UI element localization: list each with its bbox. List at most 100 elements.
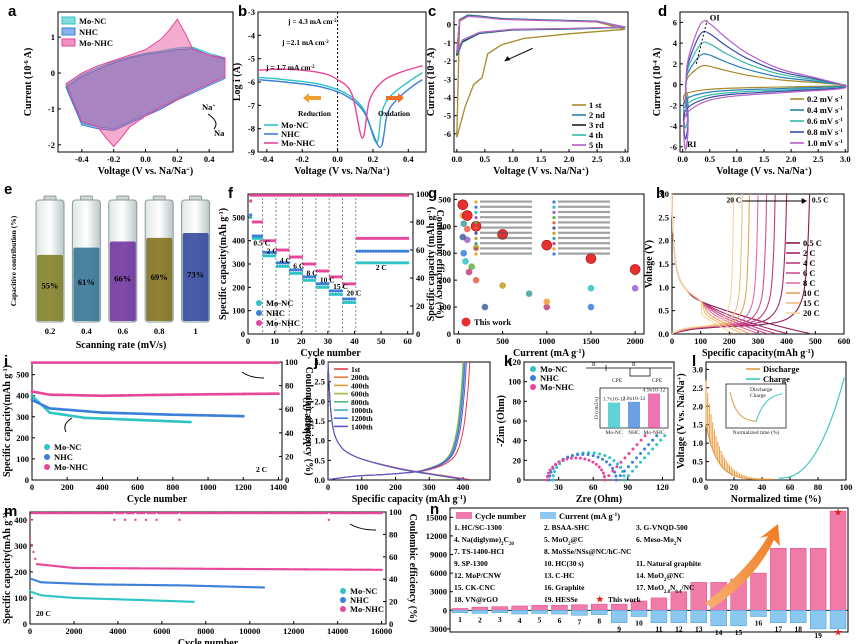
capacity-point bbox=[220, 567, 223, 571]
capacity-point bbox=[236, 567, 239, 571]
capacity-point bbox=[195, 584, 199, 587]
capacity-point bbox=[317, 568, 320, 571]
capacity-point bbox=[290, 568, 294, 571]
capacity-point bbox=[192, 584, 195, 587]
capacity-point bbox=[229, 585, 232, 588]
capacity-point bbox=[294, 568, 297, 571]
y-tick-label: 15000 bbox=[426, 512, 447, 522]
capacity-point bbox=[229, 567, 232, 571]
capacity-point bbox=[185, 584, 188, 587]
capacity-point bbox=[270, 239, 274, 243]
peak-label-oi: OI bbox=[710, 12, 721, 22]
panel-c: 0.0 0.5 1.0 1.5 2.0 2.5 3.0 -6 -5 -4 -3 -2 -1 0 Voltag… bbox=[426, 3, 631, 177]
eis-point bbox=[547, 478, 551, 482]
capacity-point bbox=[278, 568, 281, 571]
capacity-point bbox=[44, 594, 48, 597]
capacity-point bbox=[236, 585, 239, 589]
ce-point bbox=[229, 511, 232, 515]
ce-point bbox=[113, 518, 116, 522]
ce-point bbox=[97, 511, 100, 515]
discharge-curve bbox=[671, 193, 787, 335]
current-bar bbox=[451, 610, 469, 614]
capacity-point bbox=[74, 566, 77, 570]
capacity-point bbox=[58, 565, 62, 568]
ce-point bbox=[331, 193, 335, 197]
x-tick-label: 0.0 bbox=[451, 154, 462, 164]
eis-point bbox=[554, 462, 558, 466]
bar-number-label: 7 bbox=[577, 617, 581, 626]
current-bar bbox=[591, 610, 608, 615]
y-tick-label: 200 bbox=[438, 275, 451, 285]
reference-point bbox=[543, 298, 551, 305]
bar-value-label: 55% bbox=[42, 280, 59, 290]
ce-point bbox=[197, 511, 200, 515]
capacity-point bbox=[255, 567, 258, 571]
current-bar bbox=[630, 610, 648, 617]
ce-point bbox=[32, 511, 35, 515]
this-work-point bbox=[585, 253, 597, 264]
capacity-point bbox=[176, 600, 179, 603]
capacity-point bbox=[213, 567, 216, 571]
capacity-point bbox=[277, 392, 280, 396]
ce-point bbox=[311, 511, 315, 515]
ce-point bbox=[384, 193, 388, 197]
capacity-point bbox=[366, 261, 370, 265]
capacity-point bbox=[326, 269, 330, 273]
ce-point bbox=[248, 511, 251, 515]
capacity-point bbox=[271, 567, 274, 571]
capacity-point bbox=[292, 568, 295, 571]
capacity-point bbox=[111, 567, 114, 570]
capacity-point bbox=[250, 585, 253, 589]
capacity-point bbox=[44, 407, 48, 411]
legend-entry: Mo-NC bbox=[54, 442, 81, 452]
legend-swatch bbox=[256, 300, 262, 306]
rate-label: 10 C bbox=[320, 276, 335, 285]
reduction-arrow bbox=[303, 93, 321, 103]
legend-entry: Mo-NHC bbox=[540, 382, 574, 392]
capacity-point bbox=[153, 567, 157, 570]
x-tick-label: 600 bbox=[131, 482, 144, 492]
x-tick-label: 1.5 bbox=[759, 154, 770, 164]
y-tick-label: 500 bbox=[232, 212, 245, 222]
y-tick-label: 1.5 bbox=[314, 416, 325, 426]
capacity-point bbox=[234, 567, 237, 571]
y-tick-label: -1 bbox=[48, 104, 55, 114]
ce-point bbox=[157, 511, 160, 515]
annotation-arrow bbox=[207, 113, 217, 130]
capacity-point bbox=[189, 420, 192, 424]
capacity-point bbox=[32, 550, 35, 554]
x-tick-label: 12000 bbox=[283, 626, 304, 636]
eis-point bbox=[571, 454, 575, 458]
reference-point bbox=[459, 233, 467, 241]
x-tick-label: 1200 bbox=[235, 482, 252, 492]
current-bar bbox=[491, 610, 508, 614]
capacity-point bbox=[109, 583, 113, 586]
capacity-point bbox=[85, 597, 88, 600]
capacity-point bbox=[99, 583, 102, 586]
capacity-point bbox=[211, 584, 215, 588]
capacity-point bbox=[366, 568, 369, 571]
capacity-point bbox=[107, 597, 111, 601]
ce-point bbox=[176, 511, 179, 515]
capacity-point bbox=[113, 567, 116, 570]
capacity-point bbox=[169, 584, 172, 587]
capacity-point bbox=[390, 249, 394, 253]
ce-point bbox=[234, 511, 237, 515]
x-axis-label: Zre (Ohm) bbox=[576, 494, 622, 505]
y-tick-label: 1.5 bbox=[658, 259, 669, 269]
capacity-point bbox=[318, 568, 322, 571]
capacity-point bbox=[62, 595, 65, 599]
eis-point bbox=[639, 460, 643, 464]
peak-label-ri: RI bbox=[687, 139, 697, 149]
capacity-point bbox=[160, 599, 164, 602]
y-tick-label: 12000 bbox=[426, 531, 447, 541]
panel-letter: h bbox=[656, 185, 665, 202]
x-tick-label: 0 bbox=[246, 336, 250, 346]
capacity-point bbox=[369, 568, 373, 571]
reference-point bbox=[631, 284, 639, 292]
x-tick-label: 16000 bbox=[371, 626, 392, 636]
eis-point bbox=[591, 460, 595, 464]
ce-point bbox=[100, 511, 104, 515]
capacity-point bbox=[358, 236, 362, 240]
ce-point bbox=[259, 511, 262, 515]
